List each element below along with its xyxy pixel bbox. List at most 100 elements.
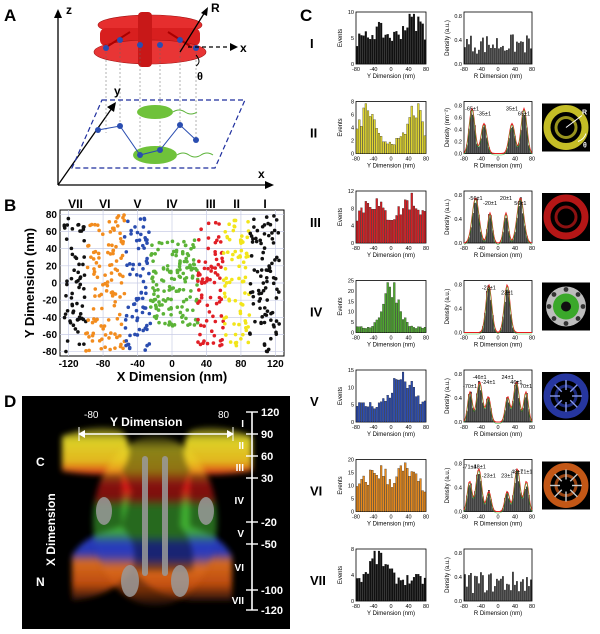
c-density-bar xyxy=(482,575,484,601)
b-point xyxy=(108,348,112,352)
c-row-label: VII xyxy=(310,573,326,588)
c-hist-bar xyxy=(372,326,374,332)
b-point xyxy=(123,235,127,239)
b-point xyxy=(257,289,261,293)
c-density-bar xyxy=(516,42,518,64)
b-point xyxy=(68,319,72,323)
b-point xyxy=(232,322,236,326)
b-point xyxy=(123,292,127,296)
b-point xyxy=(185,276,189,280)
c-hist-bar xyxy=(361,126,363,153)
b-point xyxy=(171,240,175,244)
c-hist-bar xyxy=(422,402,424,422)
c-left-ylabel: Events xyxy=(338,566,344,584)
c-right-xtick: 40 xyxy=(512,515,518,521)
c-right-xtick: -80 xyxy=(460,425,468,431)
c-density-bar xyxy=(508,584,510,601)
c-hist-bar xyxy=(374,120,376,154)
b-point xyxy=(225,281,229,285)
b-point xyxy=(239,309,243,313)
c-hist-bar xyxy=(376,128,378,153)
b-point xyxy=(145,241,149,245)
b-point xyxy=(75,257,79,261)
b-point xyxy=(136,231,140,235)
c-right-xtick: -40 xyxy=(477,157,485,163)
b-point xyxy=(260,315,264,319)
b-point xyxy=(192,258,196,262)
b-point xyxy=(101,232,105,236)
c-left-xlabel: Y Dimension (nm) xyxy=(367,164,415,170)
c-hist-bar xyxy=(396,138,398,153)
b-point xyxy=(98,294,102,298)
b-point xyxy=(267,234,271,238)
b-point xyxy=(145,328,149,332)
b-point xyxy=(154,305,158,309)
c-hist-bar xyxy=(365,482,367,511)
c-right-ylabel: Density (a.u.) xyxy=(445,557,451,593)
c-right-xtick: 40 xyxy=(512,157,518,163)
c-right-ylabel: Density (a.u.) xyxy=(445,378,451,414)
b-point xyxy=(188,322,192,326)
c-hist-bar xyxy=(356,221,358,243)
b-point xyxy=(70,292,74,296)
c-hist-bar xyxy=(417,104,419,154)
b-point xyxy=(125,314,129,318)
c-density-bar xyxy=(484,408,486,422)
c-hist-bar xyxy=(411,193,413,243)
b-point xyxy=(111,294,115,298)
c-hist-bar xyxy=(378,206,380,243)
c-density-bar xyxy=(474,203,476,243)
c-right-xtick: 40 xyxy=(512,604,518,610)
b-point xyxy=(269,312,273,316)
c-hist-bar xyxy=(365,104,367,154)
c-hist-bar xyxy=(380,136,382,153)
b-ytick-label: 80 xyxy=(46,210,58,221)
c-peak-annotation: 35±1 xyxy=(506,107,518,113)
c-hist-bar xyxy=(378,22,380,64)
c-hist-bar xyxy=(396,584,398,601)
b-point xyxy=(111,290,115,294)
b-point xyxy=(265,276,269,280)
b-point xyxy=(260,268,264,272)
b-point xyxy=(275,218,279,222)
b-point xyxy=(175,250,179,254)
c-peak-annotation: 71±1 xyxy=(520,470,532,476)
c-hist-bar xyxy=(372,209,374,243)
c-left-xtick: 40 xyxy=(405,604,411,610)
c-left-xlabel: Y Dimension (nm) xyxy=(367,611,415,617)
c-density-bar xyxy=(490,573,492,601)
b-point xyxy=(263,342,267,346)
b-point xyxy=(222,251,226,255)
b-point xyxy=(243,291,247,295)
b-point xyxy=(70,277,74,281)
c-right-xtick: 40 xyxy=(512,67,518,73)
b-point xyxy=(96,223,100,227)
c-left-xtick: 40 xyxy=(405,246,411,252)
b-point xyxy=(138,238,142,242)
b-point xyxy=(82,255,86,259)
b-point xyxy=(184,244,188,248)
b-point xyxy=(111,227,115,231)
c-density-bar xyxy=(472,51,474,64)
b-point xyxy=(269,270,273,274)
b-point xyxy=(213,250,217,254)
b-point xyxy=(262,281,266,285)
c-events-tick: 20 xyxy=(348,289,354,295)
c-hist-bar xyxy=(415,474,417,512)
d-y-dimension-label: Y Dimension xyxy=(110,415,182,429)
c-right-xtick: 40 xyxy=(512,336,518,342)
b-point xyxy=(118,313,122,317)
c-row-label: V xyxy=(310,394,319,409)
c-events-tick: 6 xyxy=(351,113,354,119)
c-hist-bar xyxy=(411,326,413,332)
b-point xyxy=(171,324,175,328)
c-hist-bar xyxy=(398,380,400,422)
c-hist-bar xyxy=(387,220,389,243)
c-peak-annotation: 70±1 xyxy=(520,384,532,390)
c-hist-bar xyxy=(402,319,404,332)
b-point xyxy=(251,295,255,299)
b-point xyxy=(168,320,172,324)
b-point xyxy=(265,298,269,302)
